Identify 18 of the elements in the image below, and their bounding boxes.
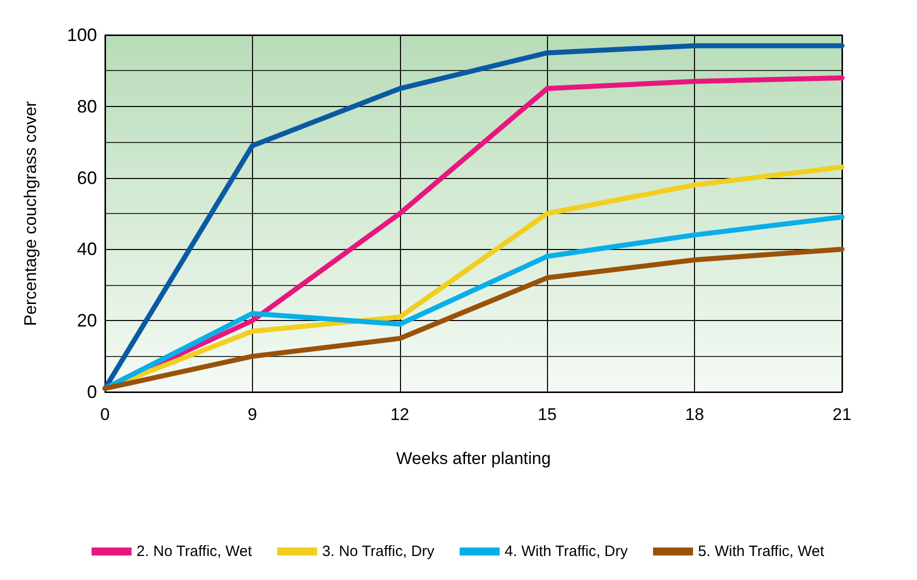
y-tick-label: 80 [76, 96, 97, 116]
x-tick-label: 9 [248, 405, 258, 424]
y-tick-label: 20 [76, 310, 97, 331]
x-axis-title: Weeks after planting [396, 449, 551, 468]
x-tick-label: 12 [390, 405, 410, 424]
x-tick-label: 15 [538, 405, 557, 424]
y-tick-label: 40 [76, 239, 97, 260]
legend-label: 3. No Traffic, Dry [322, 543, 435, 560]
x-tick-label: 0 [100, 405, 110, 424]
legend-label: 4. With Traffic, Dry [504, 543, 628, 560]
y-tick-label: 60 [76, 168, 97, 188]
legend-label: 2. No Traffic, Wet [136, 543, 253, 560]
y-tick-label: 0 [86, 382, 97, 402]
x-tick-label: 21 [832, 405, 852, 424]
x-tick-label: 18 [685, 405, 704, 424]
y-axis-title: Percentage couchgrass cover [21, 100, 40, 326]
legend-label: 5. With Traffic, Wet [698, 543, 825, 560]
y-tick-label: 100 [66, 25, 97, 45]
